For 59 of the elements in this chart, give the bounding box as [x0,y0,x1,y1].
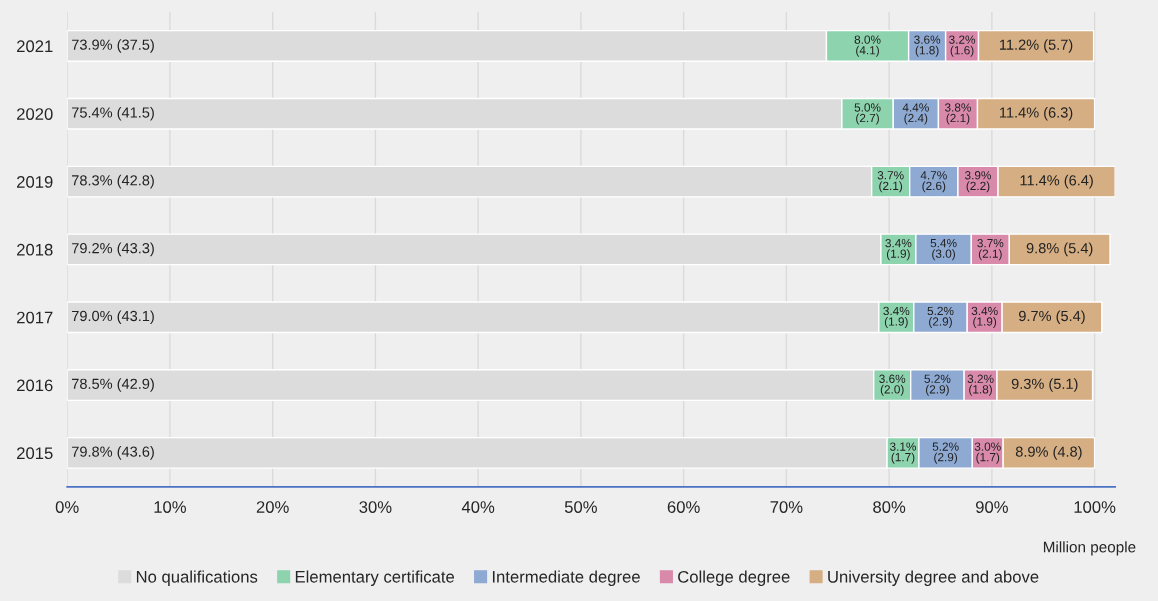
data-label: 3.1% (1.7) [889,442,917,464]
data-label: 11.2% (5.7) [1000,39,1073,53]
data-label: 11.4% (6.3) [1000,106,1073,121]
data-label: 3.6% (1.8) [914,35,941,57]
y-tick-label: 2016 [17,379,53,392]
y-tick-label: 2015 [17,447,53,460]
data-label: 78.3% (42.8) [72,174,154,189]
x-tick-label: 80% [873,501,906,513]
x-tick-label: 40% [461,501,495,513]
data-label: 5.0% (2.7) [854,103,881,125]
data-label: 5.2% (2.9) [927,306,954,329]
data-label: 3.7% (2.1) [977,238,1004,261]
x-tick-label: 90% [975,501,1008,513]
data-label: 9.3% (5.1) [1011,378,1078,392]
y-tick-label: 2021 [17,40,53,53]
data-label: 3.4% (1.9) [885,238,912,261]
data-label: 79.0% (43.1) [72,310,154,325]
y-tick-label: 2019 [17,175,53,188]
data-label: 75.4% (41.5) [72,106,154,121]
data-label: 78.5% (42.9) [72,378,154,392]
data-label: 73.9% (37.5) [72,39,154,53]
data-label: 5.2% (2.9) [932,442,959,464]
x-tick-label: 20% [256,501,289,513]
data-label: 3.8% (2.1) [944,103,971,125]
data-label: 3.7% (2.1) [877,171,904,193]
legend-label: Intermediate degree [492,570,640,586]
data-label: 79.8% (43.6) [72,446,154,460]
data-label: 3.2% (1.6) [949,35,976,57]
data-label: 3.6% (2.0) [879,374,906,396]
x-tick-label: 0% [55,501,79,513]
x-tick-label: 70% [770,501,803,513]
data-label: 9.7% (5.4) [1019,310,1085,325]
y-tick-label: 2018 [17,243,53,256]
y-tick-label: 2020 [17,108,53,120]
data-label: 5.2% (2.9) [924,374,951,396]
legend-label: University degree and above [828,570,1039,586]
data-label: 4.7% (2.6) [920,171,947,193]
data-label: 8.9% (4.8) [1015,446,1082,460]
data-label: 3.4% (1.9) [883,306,910,329]
legend-label: No qualifications [136,570,258,586]
legend-label: College degree [678,570,790,586]
x-tick-label: 30% [359,501,392,513]
data-label: 79.2% (43.3) [72,242,154,257]
data-label: 4.4% (2.4) [902,103,929,125]
x-axis-title: Million people [1043,541,1136,556]
data-label: 3.0% (1.7) [974,442,1001,464]
data-label: 8.0% (4.1) [854,35,881,57]
data-label: 5.4% (3.0) [930,238,957,261]
x-tick-label: 10% [154,501,186,513]
legend-label: Elementary certificate [295,570,455,586]
data-label: 3.4% (1.9) [971,306,998,329]
data-label: 3.9% (2.2) [964,171,992,193]
y-tick-label: 2017 [17,311,53,324]
x-tick-label: 60% [667,501,700,513]
data-label: 11.4% (6.4) [1020,174,1093,189]
x-tick-label: 100% [1074,501,1116,513]
data-label: 9.8% (5.4) [1026,242,1093,257]
data-label: 3.2% (1.8) [967,374,994,396]
x-tick-label: 50% [564,501,597,513]
